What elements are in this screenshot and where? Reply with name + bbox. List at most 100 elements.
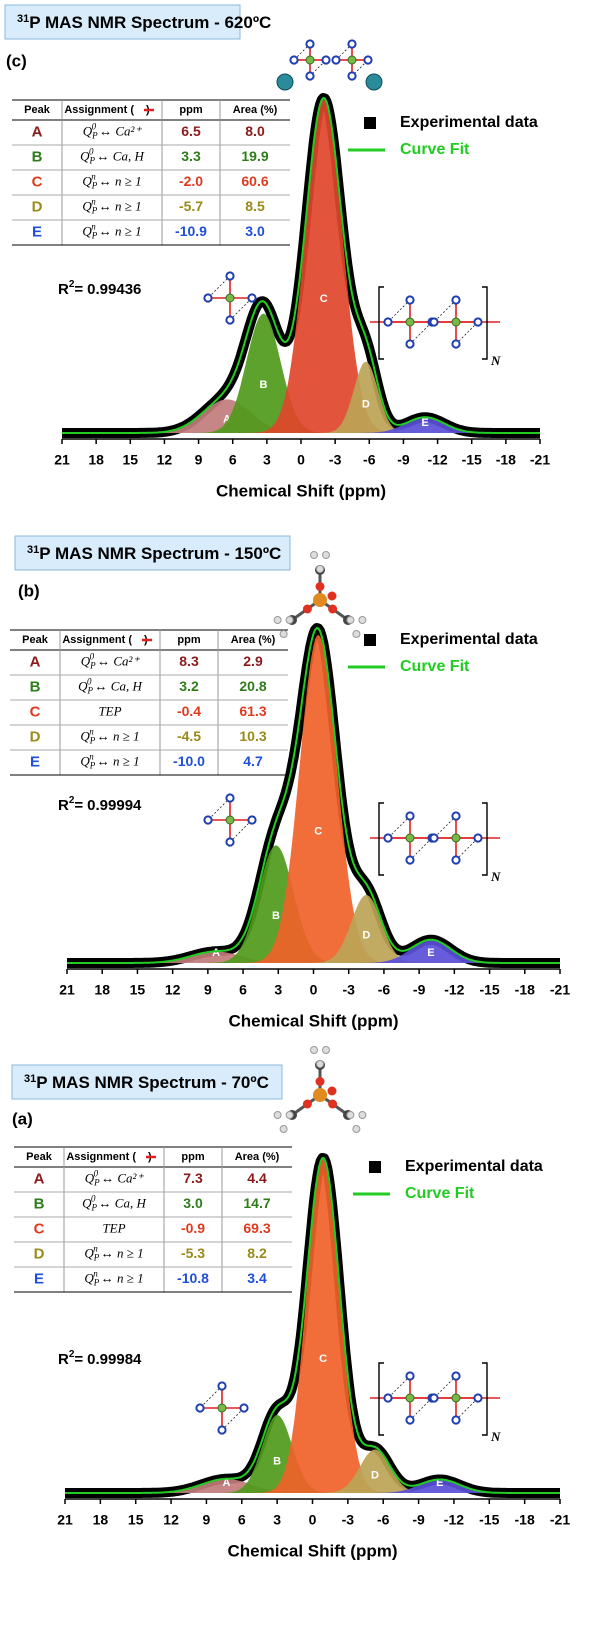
peak-area (67, 634, 560, 963)
x-tick-label: 12 (157, 452, 173, 468)
x-tick-label: 18 (93, 1512, 109, 1528)
r2-label: R (58, 797, 69, 814)
r-squared: R2= 0.99994 (58, 795, 142, 814)
bracket (482, 286, 488, 360)
peak-id: E (32, 223, 42, 240)
phosphorus (405, 317, 415, 327)
x-tick-label: 21 (57, 1512, 73, 1528)
oxygen (405, 811, 415, 821)
assignment: QP0 ↔ Ca, H (82, 1194, 146, 1213)
table-header: Area (%) (233, 104, 278, 116)
atom (352, 1125, 361, 1133)
peak-label: B (272, 910, 280, 922)
panel-label: (a) (12, 1109, 33, 1128)
legend-marker (369, 1161, 381, 1173)
peak-label: E (427, 947, 434, 959)
area-value: 2.9 (243, 653, 263, 669)
area-value: 4.7 (243, 753, 263, 769)
r2-sup: 2 (69, 279, 75, 290)
atom (346, 616, 355, 624)
assignment-sup: n (93, 1244, 98, 1254)
peak-area (62, 98, 540, 434)
legend-label: Experimental data (400, 631, 538, 648)
ppm-value: -10.9 (175, 223, 207, 239)
phosphorus (451, 1393, 461, 1403)
atom (358, 616, 367, 624)
x-tick-label: 3 (273, 1512, 281, 1528)
x-tick-label: -9 (412, 1512, 425, 1528)
area-value: 3.0 (245, 223, 265, 239)
atom (315, 582, 325, 591)
x-axis-title: Chemical Shift (ppm) (228, 1011, 398, 1030)
phosphorus (347, 55, 357, 65)
ppm-value: -2.0 (179, 173, 203, 189)
x-tick-label: -9 (397, 452, 410, 468)
x-tick-label: -21 (550, 1512, 570, 1528)
atom (285, 1111, 294, 1119)
header-part: Assignment ( (62, 634, 132, 646)
x-tick-label: -15 (479, 982, 499, 998)
header-part: Assignment ( (66, 1151, 136, 1163)
oxygen (451, 1415, 461, 1425)
r2-eq: = (74, 281, 83, 298)
assignment-sub: P (89, 661, 96, 671)
assignment-rel: ↔ Ca²⁺ (101, 1170, 144, 1185)
table-header: Area (%) (231, 634, 276, 646)
legend-label: Curve Fit (400, 658, 470, 675)
bracket (378, 1362, 384, 1436)
assignment-sup: 0 (91, 1194, 96, 1204)
assignment-rel: ↔ Ca, H (95, 678, 143, 693)
atom (313, 1088, 327, 1102)
assignment: QP0 ↔ Ca²⁺ (85, 1169, 145, 1188)
assignment: QPn ↔ n ≥ 1 (82, 222, 141, 241)
x-tick-label: -12 (444, 982, 464, 998)
assignment-sup: 0 (94, 1169, 99, 1179)
atom (358, 1111, 367, 1119)
header-part: Assignment ( (64, 104, 134, 116)
oxygen (305, 71, 315, 81)
peak-label: C (319, 1353, 327, 1365)
phosphorus (451, 317, 461, 327)
peak-label: C (314, 826, 322, 838)
assignment: QPn ↔ n ≥ 1 (80, 752, 139, 771)
x-tick-label: -3 (342, 982, 355, 998)
assignment-base: Q (81, 653, 91, 668)
atom (315, 1077, 325, 1086)
atom (316, 1060, 324, 1068)
fit-curve (67, 626, 560, 964)
oxygen (451, 811, 461, 821)
legend-label: Curve Fit (405, 1185, 475, 1202)
assignment: QPn ↔ n ≥ 1 (82, 197, 141, 216)
assignment: QP0 ↔ Ca²⁺ (83, 122, 143, 141)
area-value: 4.4 (247, 1170, 267, 1186)
atom (316, 565, 324, 573)
peak-area (67, 951, 560, 963)
panel: 31P MAS NMR Spectrum - 70ºC(a)Peak Assign… (11, 1046, 570, 1560)
assignment-rel: ↔ n ≥ 1 (101, 1245, 144, 1260)
peak-id: B (34, 1195, 45, 1212)
atom (327, 591, 337, 601)
bracket (378, 802, 384, 876)
title-sup: 31 (17, 13, 29, 25)
assignment-sub: P (91, 1203, 98, 1213)
oxygen (239, 1403, 249, 1413)
x-axis-title: Chemical Shift (ppm) (227, 1541, 397, 1560)
oxygen (405, 1371, 415, 1381)
atom (279, 630, 288, 638)
chart-title: 31P MAS NMR Spectrum - 150ºC (27, 544, 281, 564)
r2-label: R (58, 281, 69, 298)
oxygen (289, 55, 299, 65)
r2-label: R (58, 1351, 69, 1368)
peak-label: B (273, 1456, 281, 1468)
oxygen (405, 855, 415, 865)
title-main: P MAS NMR Spectrum - 150ºC (39, 544, 281, 563)
oxygen (451, 1371, 461, 1381)
phosphorus (451, 833, 461, 843)
chart-title: 31P MAS NMR Spectrum - 620ºC (17, 13, 271, 33)
peak-label: D (362, 930, 370, 942)
legend-label: Experimental data (405, 1158, 543, 1175)
x-tick-label: -12 (427, 452, 447, 468)
assignment-sup: n (91, 172, 96, 182)
peak-id: C (32, 173, 43, 190)
